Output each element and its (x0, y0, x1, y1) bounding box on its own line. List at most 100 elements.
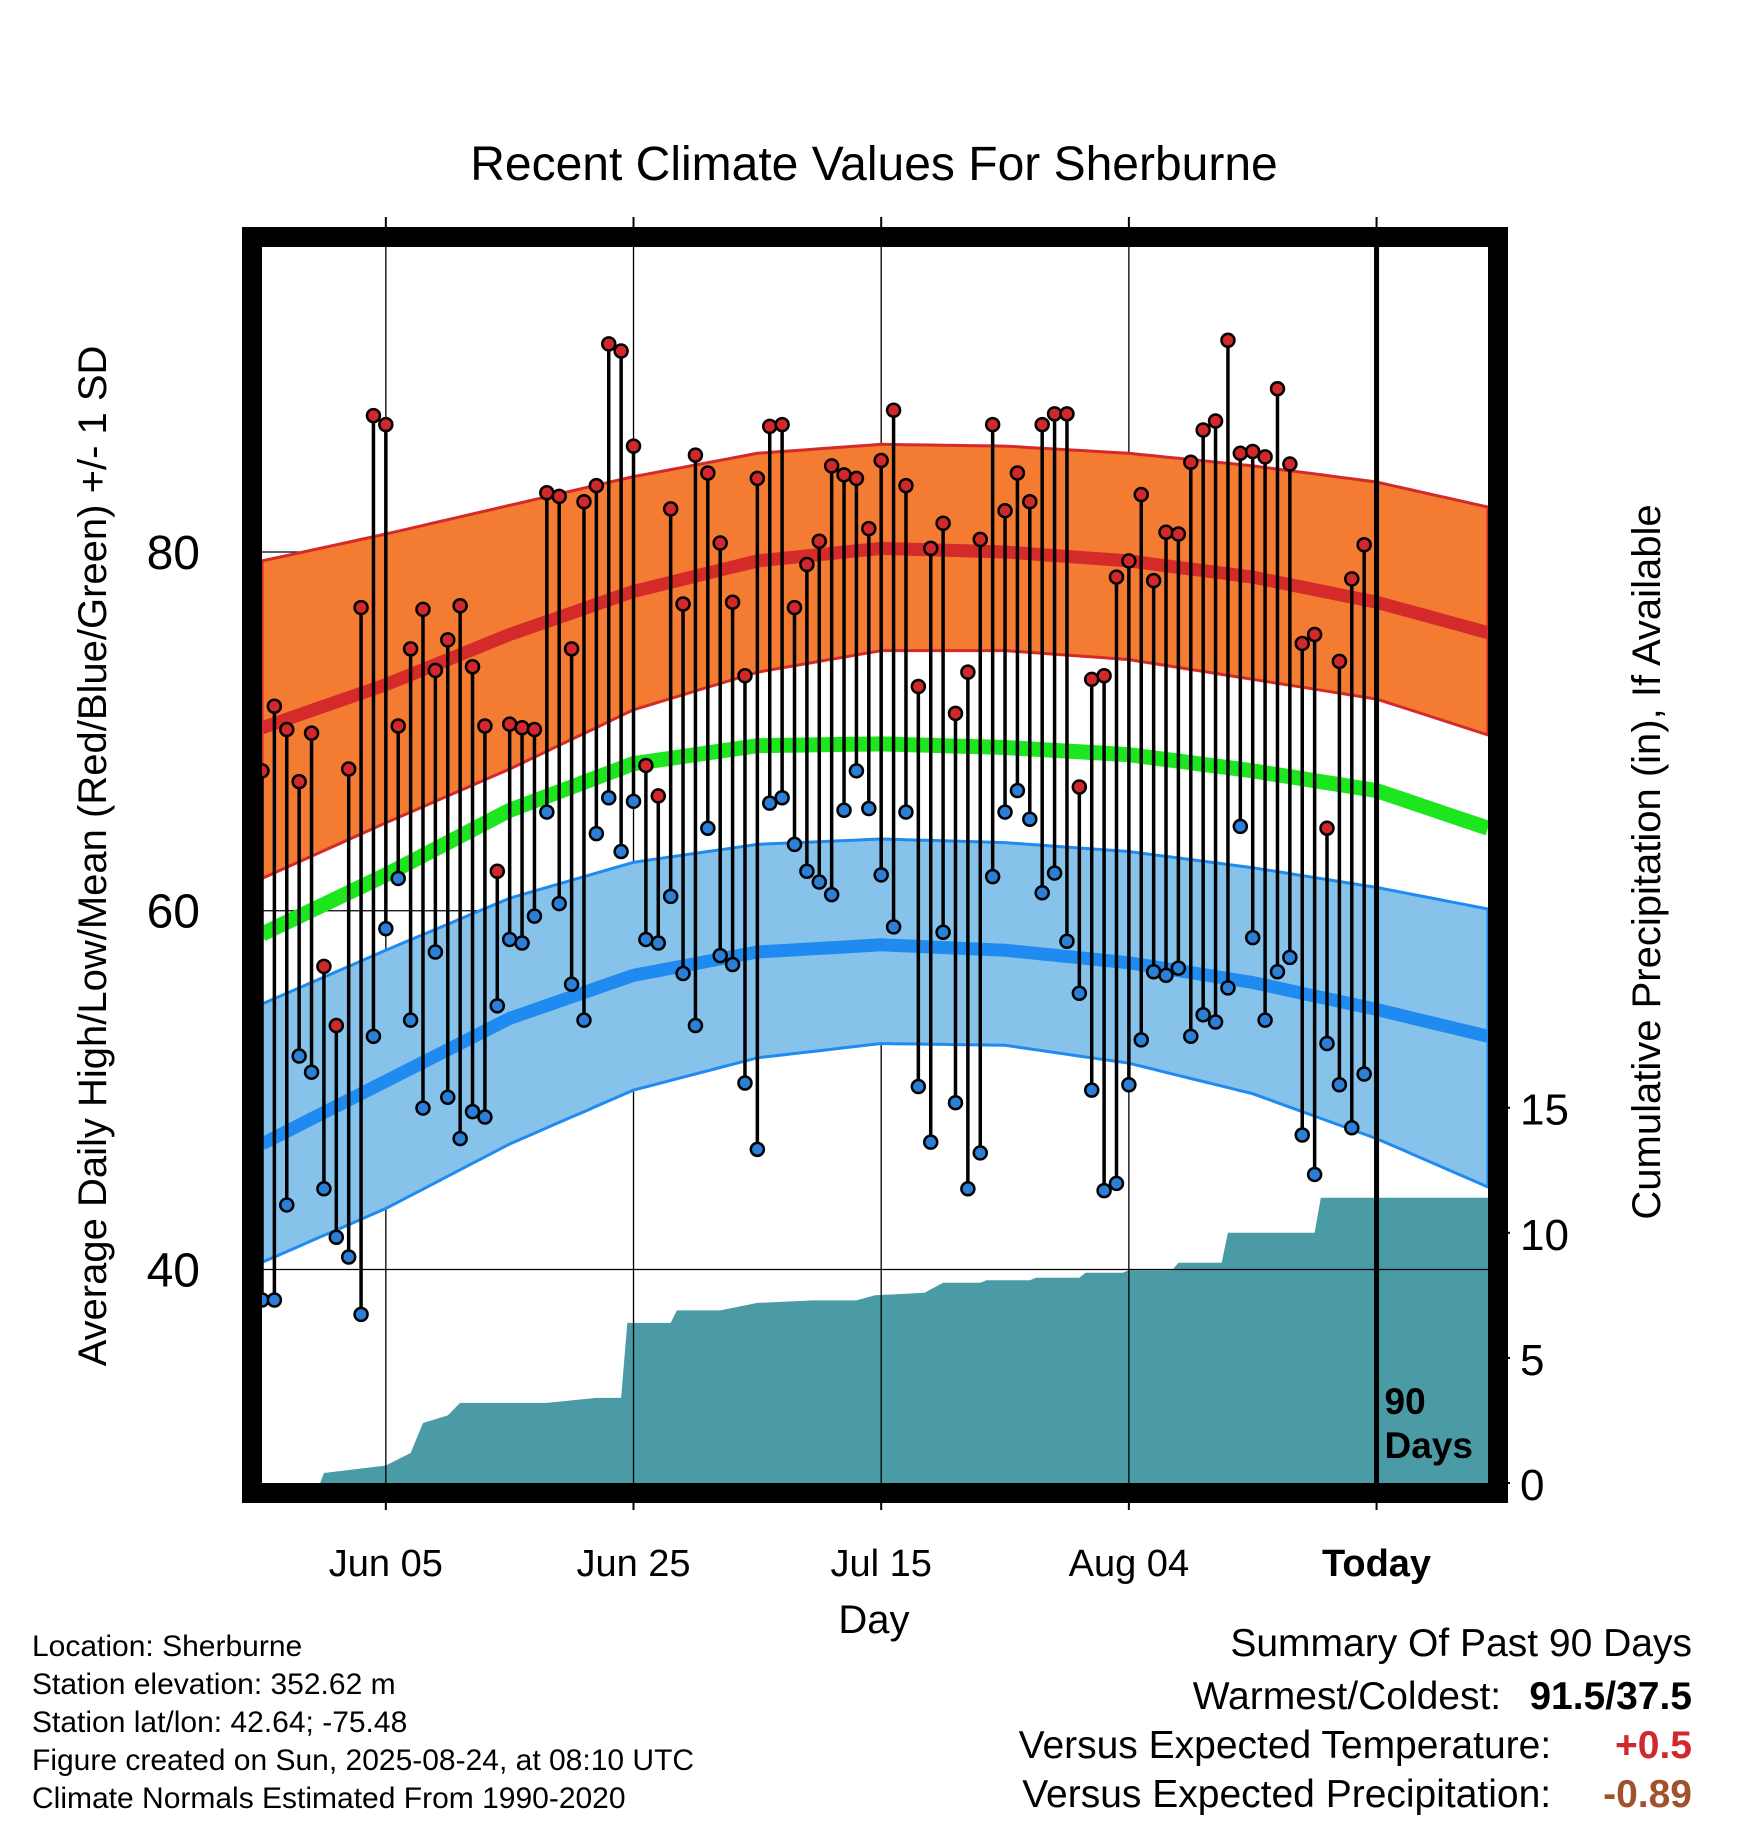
daily-low-point (427, 944, 444, 960)
daily-high-point (1319, 820, 1335, 836)
daily-low-point (415, 1100, 431, 1116)
daily-low-point (1170, 960, 1187, 976)
daily-high-point (365, 407, 382, 424)
daily-low-point (1121, 1077, 1137, 1093)
daily-high-point (638, 757, 654, 774)
daily-low-point (489, 998, 506, 1014)
daily-high-point (390, 718, 406, 734)
daily-high-point (836, 467, 852, 483)
daily-high-point (1071, 779, 1088, 795)
daily-low-point (1059, 933, 1075, 949)
daily-high-point (823, 458, 840, 474)
daily-low-point (316, 1181, 332, 1197)
daily-high-point (749, 470, 766, 487)
daily-high-point (440, 632, 456, 648)
daily-high-point (910, 678, 927, 695)
normals-note-text: Climate Normals Estimated From 1990-2020 (32, 1782, 626, 1815)
daily-low-point (885, 919, 902, 935)
daily-high-point (551, 488, 567, 505)
daily-low-point (526, 908, 543, 924)
daily-high-point (1207, 413, 1224, 429)
daily-low-point (452, 1130, 468, 1147)
daily-low-point (700, 820, 716, 836)
daily-low-point (650, 935, 667, 951)
daily-high-point (1195, 422, 1211, 438)
temp-anomaly-label: Versus Expected Temperature: (1018, 1724, 1552, 1767)
y2-tick-label: 5 (1520, 1336, 1544, 1385)
daily-high-point (514, 720, 530, 736)
daily-high-point (1096, 667, 1112, 684)
daily-high-point (922, 540, 939, 557)
daily-high-point (1356, 537, 1372, 553)
daily-high-point (576, 493, 592, 510)
daily-low-point (1195, 1007, 1211, 1023)
daily-low-point (390, 870, 406, 887)
daily-high-point (1108, 569, 1125, 585)
daily-high-point (262, 763, 270, 779)
daily-low-point (774, 789, 790, 806)
summary-heading: Summary Of Past 90 Days (1230, 1622, 1692, 1665)
x-tick-label: Jun 25 (576, 1543, 690, 1585)
high-sd-band (262, 442, 1488, 881)
location-text: Location: Sherburne (32, 1630, 303, 1663)
daily-low-point (477, 1109, 493, 1125)
daily-high-point (1294, 635, 1310, 652)
daily-low-point (984, 868, 1001, 885)
daily-low-point (786, 836, 803, 853)
daily-high-point (328, 1017, 345, 1034)
daily-high-point (1034, 416, 1050, 433)
daily-low-point (1356, 1066, 1372, 1082)
daily-high-point (960, 664, 976, 680)
daily-low-point (836, 802, 852, 819)
daily-high-point (588, 477, 605, 494)
daily-low-point (501, 931, 518, 948)
daily-low-point (947, 1094, 964, 1111)
y-tick-label: 60 (147, 886, 200, 939)
daily-low-point (675, 965, 691, 982)
daily-high-point (885, 402, 902, 418)
daily-low-point (749, 1141, 766, 1158)
daily-high-point (427, 662, 444, 679)
daily-high-point (984, 416, 1001, 433)
daily-low-point (1232, 818, 1249, 835)
daily-high-point (402, 641, 419, 657)
daily-low-point (1071, 985, 1088, 1002)
daily-low-point (303, 1064, 320, 1080)
daily-low-point (997, 804, 1013, 820)
low-normal-line (262, 938, 1488, 1150)
daily-low-point (1158, 967, 1174, 984)
warmest-value: 91.5/37.5 (1529, 1675, 1692, 1718)
daily-low-point (279, 1197, 295, 1213)
precip-anomaly-value: -0.89 (1603, 1773, 1692, 1816)
daily-low-point (1294, 1127, 1310, 1143)
daily-low-point (898, 804, 914, 820)
daily-high-point (1046, 406, 1063, 422)
y2-tick-label: 0 (1520, 1461, 1544, 1510)
daily-high-point (1244, 443, 1261, 460)
daily-low-point (1344, 1120, 1360, 1136)
daily-low-point (910, 1078, 927, 1095)
daily-high-point (1257, 449, 1273, 465)
daily-high-point (737, 667, 753, 684)
daily-low-point (1183, 1028, 1199, 1045)
daily-high-point (291, 773, 307, 790)
daily-low-point (440, 1089, 456, 1106)
daily-low-point (1331, 1077, 1348, 1093)
daily-high-point (761, 418, 778, 435)
daily-low-point (724, 956, 741, 973)
daily-high-point (662, 501, 679, 517)
daily-high-point (675, 596, 691, 612)
daily-low-point (291, 1048, 307, 1064)
daily-high-point (613, 343, 629, 359)
daily-high-point (786, 599, 803, 616)
daily-low-point (328, 1229, 345, 1245)
daily-low-point (1046, 865, 1063, 881)
daily-high-point (279, 721, 295, 738)
daily-low-point (563, 976, 580, 993)
latlon-text: Station lat/lon: 42.64; -75.48 (32, 1706, 408, 1739)
daily-low-point (539, 804, 555, 820)
daily-low-point (1282, 949, 1298, 966)
daily-low-point (340, 1249, 357, 1265)
